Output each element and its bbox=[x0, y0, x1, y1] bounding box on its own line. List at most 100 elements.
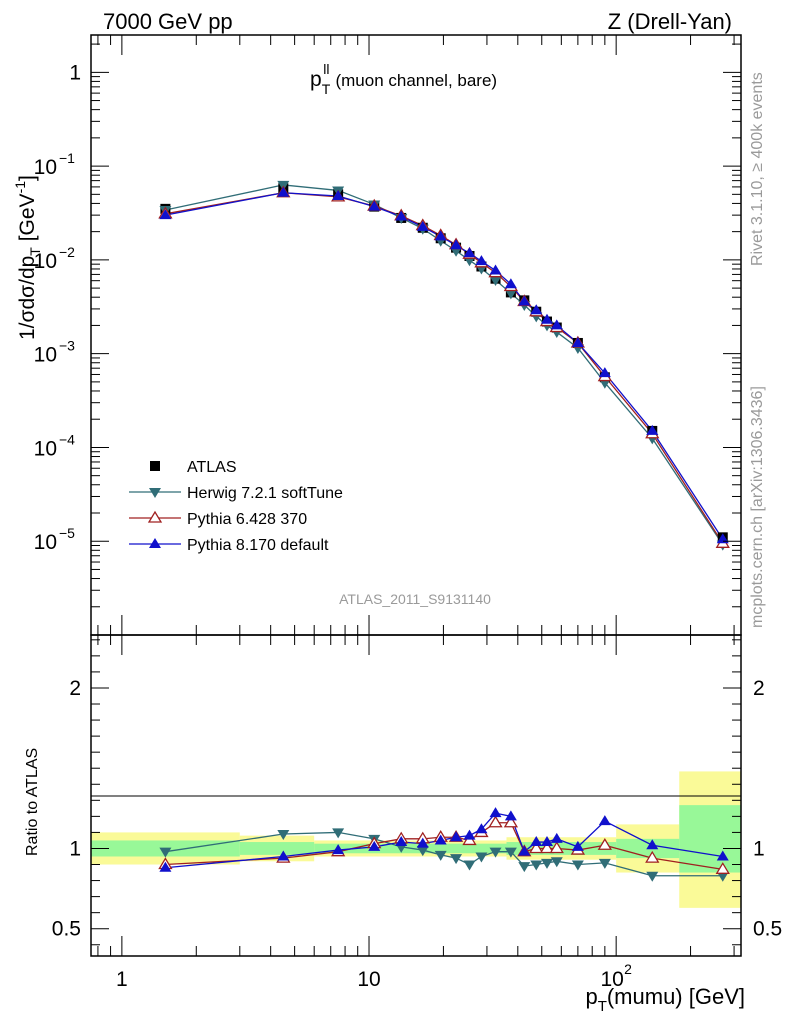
herwig-ratio-point bbox=[332, 828, 345, 839]
herwig-ratio-point bbox=[475, 852, 488, 863]
pythia6-ratio-point bbox=[488, 815, 503, 828]
herwig-main-point bbox=[489, 276, 502, 287]
plot-title-rest: (muon channel, bare) bbox=[335, 71, 497, 90]
herwig-ratio-point bbox=[550, 857, 563, 868]
main-y-tick-label: 10 bbox=[34, 250, 57, 273]
pythia8-main-point bbox=[332, 189, 345, 200]
herwig-ratio-point bbox=[598, 858, 611, 869]
herwig-ratio-point bbox=[416, 846, 429, 857]
pythia8-ratio-point bbox=[368, 840, 381, 851]
herwig-ratio-point bbox=[571, 860, 584, 871]
legend-marker-atlas bbox=[150, 461, 160, 471]
main-y-axis-label-exp: -1 bbox=[12, 181, 28, 194]
pythia8-ratio-point bbox=[598, 815, 611, 826]
pythia8-ratio-point bbox=[277, 850, 290, 861]
x-axis-label-rest: (mumu) [GeV] bbox=[607, 984, 745, 1009]
main-series-layer bbox=[158, 180, 730, 551]
pythia8-main-point bbox=[530, 304, 543, 315]
header-left-label: 7000 GeV pp bbox=[103, 9, 233, 34]
ratio-y-tick-label: 2 bbox=[69, 677, 81, 700]
pythia8-main-point bbox=[504, 278, 517, 289]
main-y-axis-label: 1/σdσ/dpT [GeV-1] bbox=[12, 175, 43, 340]
pythia8-main-point bbox=[159, 209, 172, 220]
main-y-axis-label-unit: [GeV bbox=[16, 193, 39, 247]
main-y-tick-exponent: −4 bbox=[59, 431, 75, 447]
pythia8-main-point bbox=[518, 295, 531, 306]
pythia8-main-point bbox=[489, 264, 502, 275]
header-right-label: Z (Drell-Yan) bbox=[608, 9, 732, 34]
ratio-series-layer bbox=[158, 807, 730, 882]
pythia8-ratio-point bbox=[463, 829, 476, 840]
ratio-y-axis-label: Ratio to ATLAS bbox=[24, 748, 41, 856]
ratio-y-tick-label-right: 2 bbox=[753, 677, 765, 700]
plot-title-var: p bbox=[310, 68, 322, 91]
main-y-tick-exponent: −3 bbox=[59, 338, 75, 354]
ratio-x-tick-label: 10 bbox=[600, 968, 623, 991]
pythia8-ratio-point bbox=[550, 832, 563, 843]
plot-title-sup: ll bbox=[323, 61, 329, 77]
pythia8-ratio-point bbox=[489, 807, 502, 818]
legend-label-pythia8: Pythia 8.170 default bbox=[187, 537, 329, 554]
pythia8-ratio-point bbox=[416, 837, 429, 848]
pythia8-main-point bbox=[450, 239, 463, 250]
pythia6-ratio-point bbox=[549, 841, 564, 854]
herwig-ratio-point bbox=[646, 871, 659, 882]
pythia6-ratio-point bbox=[529, 841, 544, 854]
pythia8-ratio-point bbox=[159, 861, 172, 872]
rivet-version-label: Rivet 3.1.10, ≥ 400k events bbox=[749, 72, 766, 266]
legend-marker-pythia8 bbox=[149, 538, 161, 548]
herwig-ratio-point bbox=[159, 847, 172, 858]
plot-title-sub: T bbox=[322, 81, 331, 97]
herwig-ratio-point bbox=[489, 847, 502, 858]
pythia8-ratio-point bbox=[518, 845, 531, 856]
analysis-label: ATLAS_2011_S9131140 bbox=[339, 591, 491, 607]
pythia8-ratio-point bbox=[475, 823, 488, 834]
herwig-ratio-point bbox=[463, 860, 476, 871]
pythia8-ratio-point bbox=[450, 831, 463, 842]
x-axis-label-sub: T bbox=[598, 998, 607, 1015]
legend: ATLAS Herwig 7.2.1 softTune Pythia 6.428 3… bbox=[129, 459, 343, 554]
pythia8-ratio-point bbox=[530, 836, 543, 847]
ratio-band-layer bbox=[91, 771, 741, 908]
ratio-x-tick-label: 10 bbox=[357, 968, 380, 991]
mcplots-label: mcplots.cern.ch [arXiv:1306.3436] bbox=[749, 386, 766, 628]
herwig-ratio-point bbox=[540, 858, 553, 869]
main-tick-layer: 110−110−210−310−410−5 bbox=[34, 35, 741, 636]
herwig-ratio-point bbox=[277, 830, 290, 841]
pythia8-main-point bbox=[463, 247, 476, 258]
pythia8-main-point bbox=[646, 424, 659, 435]
pythia8-main-point bbox=[540, 313, 553, 324]
main-y-tick-label: 10 bbox=[34, 344, 57, 367]
main-y-axis-label-close: ] bbox=[16, 175, 39, 181]
herwig-ratio-point bbox=[434, 850, 447, 861]
pythia8-main-point bbox=[368, 200, 381, 211]
legend-label-pythia6: Pythia 6.428 370 bbox=[187, 511, 307, 528]
main-y-tick-exponent: −2 bbox=[59, 244, 75, 260]
main-y-tick-exponent: −5 bbox=[59, 525, 75, 541]
pythia6-ratio-point bbox=[597, 837, 612, 850]
herwig-ratio-point bbox=[450, 854, 463, 865]
ratio-x-tick-label: 1 bbox=[116, 968, 128, 991]
legend-label-herwig: Herwig 7.2.1 softTune bbox=[187, 485, 343, 502]
main-y-tick-label: 10 bbox=[34, 156, 57, 179]
herwig-ratio-point bbox=[504, 847, 517, 858]
pythia8-ratio-point bbox=[571, 840, 584, 851]
ratio-y-tick-label-right: 1 bbox=[753, 837, 765, 860]
pythia8-main-point bbox=[571, 336, 584, 347]
pythia8-ratio-point bbox=[646, 839, 659, 850]
ratio-frame bbox=[90, 634, 742, 957]
pythia8-ratio-point bbox=[434, 834, 447, 845]
ratio-y-tick-label: 0.5 bbox=[52, 918, 81, 941]
pythia8-main-point bbox=[277, 186, 290, 197]
pythia8-main-point bbox=[434, 230, 447, 241]
pythia8-main-point bbox=[416, 220, 429, 231]
pythia6-ratio-point bbox=[715, 862, 730, 874]
main-y-tick-exponent: −1 bbox=[59, 150, 75, 166]
pythia8-main-point bbox=[598, 367, 611, 378]
ratio-panel: 1 10 10 20.5 0.51 12 2 Ratio to ATLAS bbox=[24, 634, 782, 991]
legend-marker-pythia6 bbox=[147, 510, 163, 523]
ratio-tick-layer: 1 10 10 20.5 0.51 12 2 bbox=[52, 635, 782, 991]
legend-marker-herwig bbox=[149, 488, 161, 498]
ratio-band-inner bbox=[679, 805, 741, 873]
